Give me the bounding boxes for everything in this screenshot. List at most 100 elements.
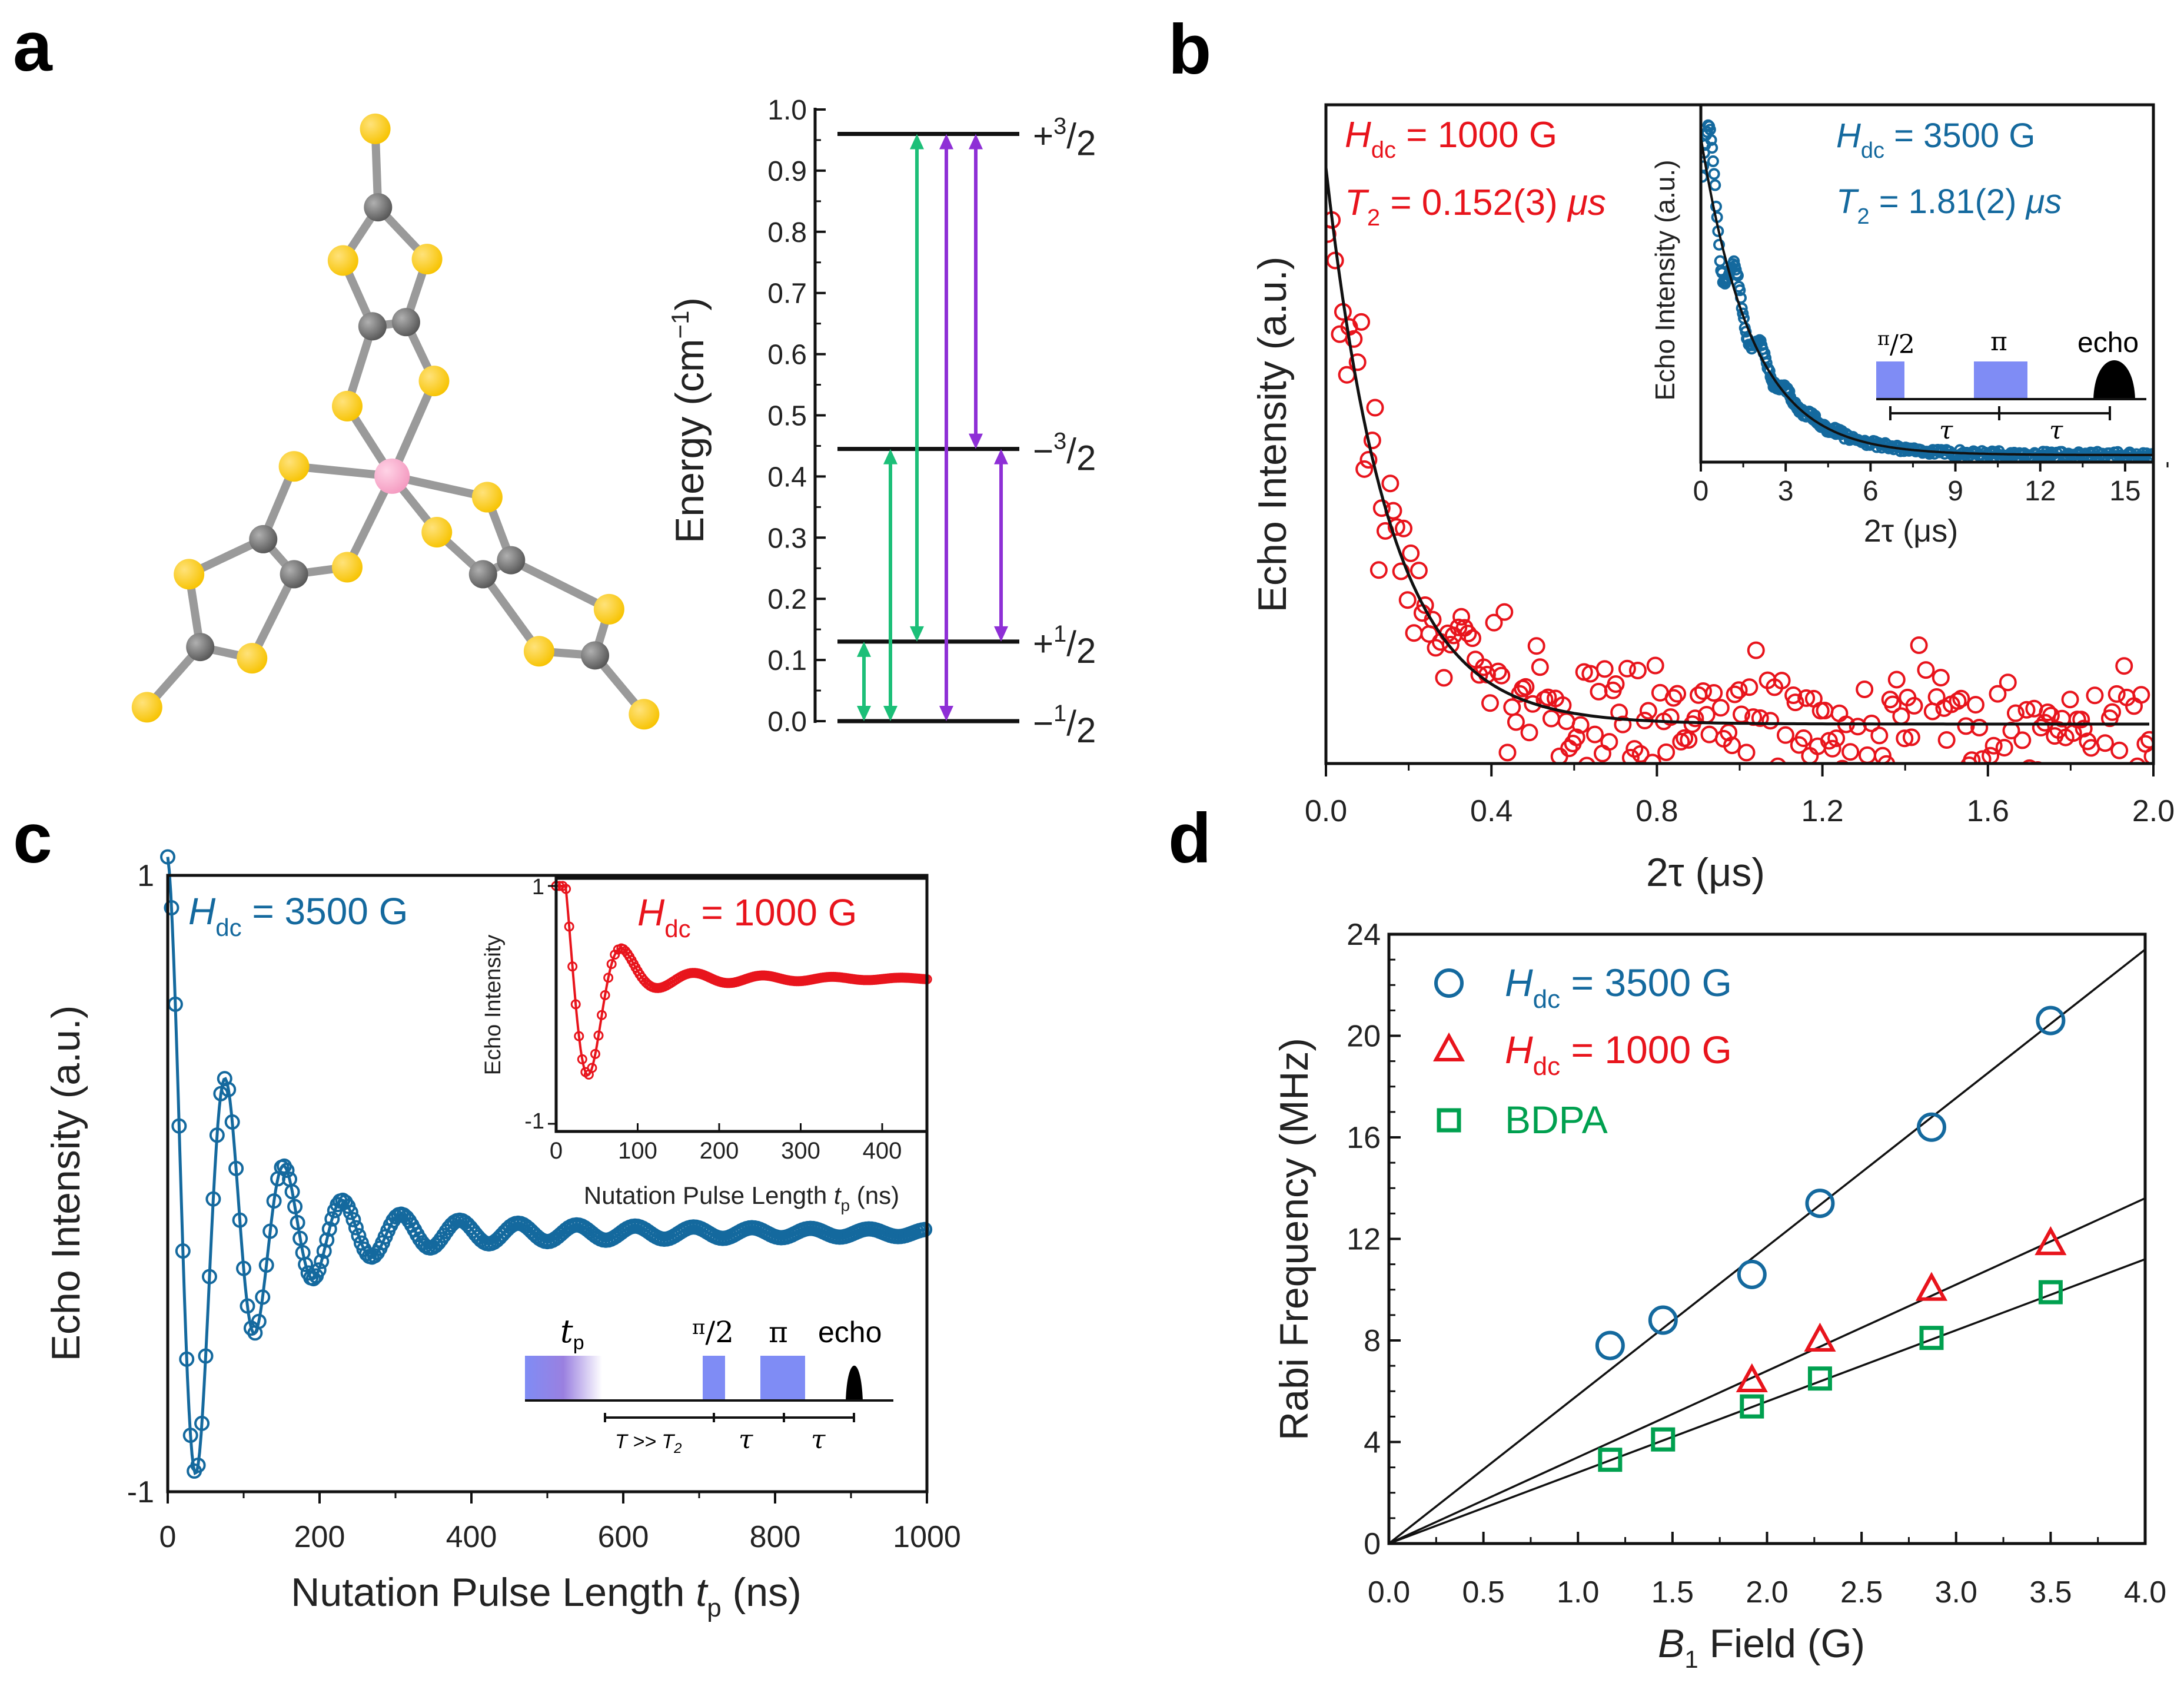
data-point bbox=[1402, 544, 1420, 562]
sulfur-atom bbox=[327, 245, 358, 276]
rest: = 1000 G bbox=[1560, 1028, 1732, 1071]
data-point bbox=[1701, 160, 1710, 172]
carbon-atom bbox=[364, 193, 393, 222]
data-point bbox=[1877, 755, 1896, 764]
panel-label-c: c bbox=[13, 799, 52, 878]
circle-marker-icon bbox=[1434, 968, 1464, 998]
d-fits bbox=[1389, 948, 2145, 1544]
carbon-atom bbox=[249, 525, 278, 553]
pi-pulse bbox=[760, 1356, 805, 1400]
data-point bbox=[1363, 432, 1381, 450]
echo-signal-icon bbox=[2093, 360, 2135, 399]
data-point bbox=[561, 884, 571, 894]
data-point bbox=[1835, 759, 1850, 764]
data-point bbox=[2038, 1280, 2063, 1305]
carbon-atom bbox=[497, 546, 526, 575]
data-point bbox=[164, 900, 179, 916]
arrowhead-down bbox=[910, 626, 924, 642]
data-point bbox=[2132, 686, 2150, 704]
b-x-axis-label: 2τ (μs) bbox=[1646, 850, 1765, 895]
arrowhead-up bbox=[883, 449, 897, 464]
data-point bbox=[194, 1415, 210, 1431]
x-tick-label: 3.5 bbox=[2029, 1575, 2072, 1609]
data-point bbox=[1646, 656, 1664, 675]
level-label: −1/2 bbox=[1033, 701, 1096, 750]
legend-item: Hdc = 3500 G bbox=[1434, 961, 1732, 1014]
data-point bbox=[2036, 1005, 2066, 1036]
data-point bbox=[1651, 1427, 1676, 1452]
data-point bbox=[1648, 1305, 1678, 1335]
data-point bbox=[1805, 1189, 1835, 1219]
x-tick-label: 200 bbox=[294, 1520, 345, 1554]
data-point bbox=[240, 1298, 255, 1314]
data-point bbox=[251, 1313, 267, 1329]
y-tick-label: 0.0 bbox=[767, 706, 807, 738]
pi-pulse bbox=[1974, 361, 2027, 399]
x-tick-label: 4.0 bbox=[2124, 1575, 2166, 1609]
data-point bbox=[1823, 739, 1841, 758]
data-point bbox=[1348, 353, 1367, 371]
x-tick-label: 1.2 bbox=[1801, 794, 1843, 828]
x-tick-label: 12 bbox=[2025, 476, 2056, 507]
d-legend: Hdc = 3500 G Hdc = 1000 G BDPA bbox=[1432, 961, 1732, 1141]
data-point bbox=[1773, 672, 1791, 690]
echo-decay-plot: 2τ (μs) Echo Intensity (a.u.) Hdc = 1000… bbox=[1250, 103, 2175, 895]
y-tick-label: 0 bbox=[1364, 1527, 1381, 1561]
data-point bbox=[1639, 702, 1657, 720]
y-tick-label: 0.8 bbox=[767, 217, 807, 248]
data-point bbox=[2006, 704, 2025, 722]
data-point bbox=[1387, 518, 1405, 536]
subscript: dc bbox=[1533, 985, 1560, 1014]
y-tick-label: -1 bbox=[524, 1109, 544, 1134]
data-point bbox=[917, 1222, 933, 1237]
legend-label: Hdc = 1000 G bbox=[1505, 1028, 1732, 1081]
inset-bg bbox=[1701, 105, 2153, 462]
data-point bbox=[1747, 641, 1765, 659]
data-point bbox=[1567, 728, 1585, 746]
data-point bbox=[1751, 709, 1769, 727]
data-point bbox=[1485, 613, 1503, 632]
data-point bbox=[160, 849, 175, 865]
data-point bbox=[287, 1199, 303, 1214]
y-tick-label: 20 bbox=[1347, 1020, 1381, 1054]
level-label: +3/2 bbox=[1033, 114, 1096, 163]
b-pulse-sequence: π/2 π echo τ τ bbox=[1876, 327, 2146, 444]
data-point bbox=[345, 1212, 361, 1227]
c-y-axis-label: Echo Intensity (a.u.) bbox=[44, 1005, 88, 1362]
data-point bbox=[314, 1253, 330, 1269]
sign: + bbox=[1033, 624, 1053, 663]
data-point bbox=[236, 1260, 251, 1276]
panel-label-d: d bbox=[1168, 799, 1211, 878]
data-point bbox=[2140, 731, 2153, 749]
y-tick-label: 0.3 bbox=[767, 523, 807, 554]
data-point bbox=[1668, 685, 1687, 703]
data-point bbox=[597, 1010, 607, 1020]
x-tick-label: 0 bbox=[550, 1138, 563, 1164]
legend-item: BDPA bbox=[1437, 1098, 1608, 1141]
sulfur-atom bbox=[411, 244, 443, 275]
data-point bbox=[1680, 731, 1698, 749]
data-point bbox=[321, 1221, 337, 1237]
data-point bbox=[1614, 715, 1632, 734]
pi-half-label: π/2 bbox=[1877, 327, 1915, 360]
x-tick-label: 0.0 bbox=[1305, 794, 1347, 828]
x-tick-label: 0 bbox=[1693, 476, 1709, 507]
data-point bbox=[1498, 744, 1517, 762]
data-point bbox=[1740, 678, 1758, 696]
pi-label: π bbox=[769, 1315, 788, 1349]
slash: / bbox=[1066, 624, 1076, 663]
data-point bbox=[1578, 756, 1595, 764]
data-point bbox=[1776, 726, 1794, 744]
data-point bbox=[182, 1428, 198, 1443]
x-tick-label: 1.0 bbox=[1557, 1575, 1599, 1609]
c-inset-y-label: Echo Intensity bbox=[481, 935, 506, 1076]
data-point bbox=[1737, 1259, 1767, 1289]
y-tick-label: 24 bbox=[1347, 918, 1381, 952]
data-point bbox=[2017, 701, 2036, 719]
tau-label: τ bbox=[811, 1425, 826, 1455]
energy-axis-label: Energy (cm−1) bbox=[666, 297, 712, 543]
x-tick-label: 2.0 bbox=[1746, 1575, 1788, 1609]
arrowhead-up bbox=[994, 449, 1008, 464]
c-inset-x-label: Nutation Pulse Length tp (ns) bbox=[584, 1181, 899, 1214]
data-point bbox=[1807, 1366, 1832, 1391]
